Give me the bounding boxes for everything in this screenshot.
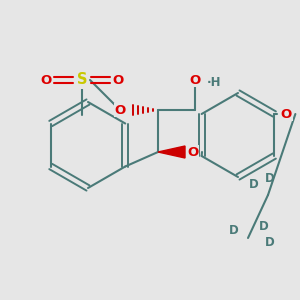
Text: D: D [259, 220, 269, 232]
Text: S: S [77, 73, 87, 88]
Text: ·H: ·H [207, 76, 221, 88]
Text: O: O [114, 103, 126, 116]
Text: O: O [112, 74, 124, 86]
Text: O: O [188, 146, 199, 158]
Text: O: O [281, 107, 292, 121]
Polygon shape [158, 146, 185, 158]
Text: O: O [40, 74, 52, 86]
Text: O: O [189, 74, 201, 86]
Text: D: D [265, 236, 275, 248]
Text: D: D [265, 172, 275, 185]
Text: D: D [229, 224, 239, 236]
Text: D: D [249, 178, 259, 191]
